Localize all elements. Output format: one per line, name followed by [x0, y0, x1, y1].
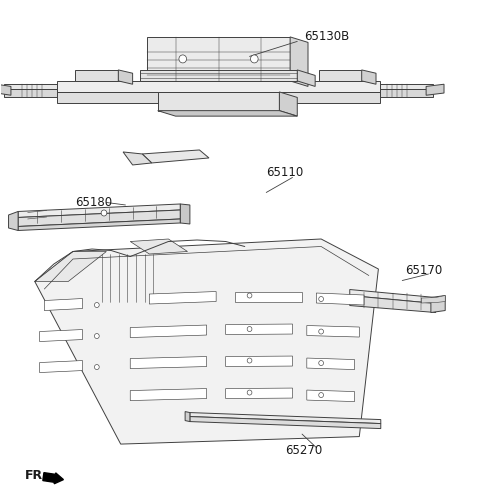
- Polygon shape: [44, 298, 83, 310]
- Polygon shape: [279, 92, 297, 116]
- Polygon shape: [307, 390, 355, 401]
- Polygon shape: [4, 89, 58, 98]
- Circle shape: [95, 333, 99, 339]
- Polygon shape: [235, 292, 302, 301]
- Circle shape: [179, 55, 187, 63]
- Polygon shape: [35, 252, 107, 282]
- Polygon shape: [380, 89, 433, 98]
- Polygon shape: [426, 84, 444, 95]
- Polygon shape: [4, 84, 58, 89]
- Polygon shape: [18, 219, 180, 230]
- Polygon shape: [350, 296, 436, 312]
- Circle shape: [319, 297, 324, 301]
- Circle shape: [319, 329, 324, 334]
- Circle shape: [247, 326, 252, 331]
- Polygon shape: [130, 325, 206, 338]
- Polygon shape: [123, 152, 152, 165]
- Polygon shape: [290, 37, 308, 87]
- Text: 65270: 65270: [285, 444, 323, 457]
- Polygon shape: [58, 81, 380, 92]
- Polygon shape: [0, 84, 11, 95]
- Polygon shape: [421, 296, 445, 303]
- Circle shape: [247, 358, 252, 363]
- Polygon shape: [307, 358, 355, 370]
- Polygon shape: [35, 239, 378, 444]
- Polygon shape: [180, 204, 190, 224]
- Polygon shape: [130, 388, 206, 400]
- Polygon shape: [431, 296, 445, 312]
- Polygon shape: [130, 239, 188, 254]
- Polygon shape: [190, 412, 381, 424]
- Polygon shape: [226, 388, 292, 398]
- Polygon shape: [130, 357, 206, 369]
- Polygon shape: [39, 329, 83, 342]
- Polygon shape: [362, 70, 376, 84]
- Polygon shape: [58, 92, 380, 103]
- Text: 65130B: 65130B: [304, 30, 349, 43]
- Circle shape: [247, 293, 252, 298]
- Polygon shape: [297, 70, 315, 87]
- Polygon shape: [350, 290, 436, 303]
- Polygon shape: [9, 211, 18, 230]
- Circle shape: [95, 365, 99, 370]
- Polygon shape: [190, 416, 381, 429]
- Polygon shape: [39, 361, 83, 373]
- Polygon shape: [319, 70, 362, 81]
- Text: 65180: 65180: [75, 196, 112, 209]
- Polygon shape: [226, 324, 292, 334]
- Text: 65170: 65170: [405, 264, 442, 277]
- Polygon shape: [18, 204, 180, 217]
- Polygon shape: [75, 70, 118, 81]
- Polygon shape: [185, 411, 190, 422]
- Polygon shape: [118, 70, 132, 84]
- Polygon shape: [18, 210, 180, 226]
- Circle shape: [101, 210, 107, 216]
- Polygon shape: [307, 325, 360, 337]
- Circle shape: [251, 55, 258, 63]
- Polygon shape: [226, 356, 292, 367]
- Polygon shape: [149, 292, 216, 304]
- Polygon shape: [157, 111, 297, 116]
- FancyArrow shape: [43, 473, 63, 484]
- Polygon shape: [140, 70, 297, 81]
- Polygon shape: [157, 92, 279, 111]
- Text: 65110: 65110: [266, 166, 303, 179]
- Circle shape: [319, 361, 324, 366]
- Text: FR.: FR.: [25, 469, 48, 482]
- Polygon shape: [142, 150, 209, 163]
- Polygon shape: [147, 37, 290, 81]
- Polygon shape: [380, 84, 433, 89]
- Circle shape: [95, 302, 99, 307]
- Circle shape: [247, 390, 252, 395]
- Circle shape: [319, 392, 324, 397]
- Polygon shape: [316, 293, 364, 305]
